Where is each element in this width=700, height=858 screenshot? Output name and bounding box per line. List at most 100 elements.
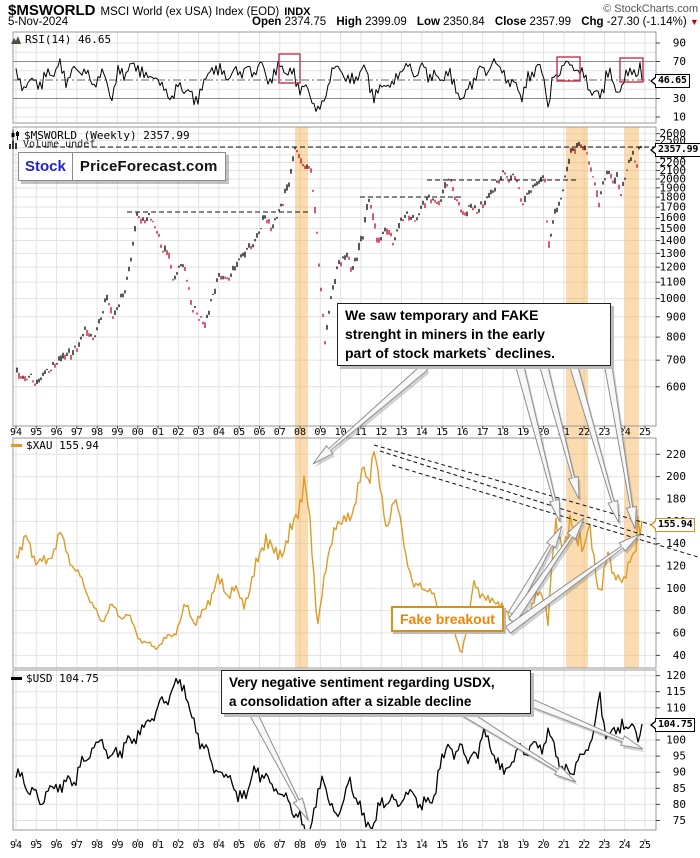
- open-label: Open: [252, 16, 282, 28]
- svg-text:30: 30: [673, 92, 686, 105]
- svg-text:20: 20: [538, 840, 550, 851]
- xau-legend-label: $XAU 155.94: [26, 439, 99, 452]
- svg-text:09: 09: [314, 840, 326, 851]
- usdx-annotation-line2: a consolidation after a sizable decline: [229, 694, 472, 709]
- svg-text:10: 10: [335, 840, 347, 851]
- svg-text:95: 95: [30, 840, 42, 851]
- svg-text:80: 80: [673, 798, 686, 811]
- svg-text:70: 70: [673, 55, 686, 68]
- svg-text:1500: 1500: [660, 222, 687, 235]
- svg-text:99: 99: [111, 840, 123, 851]
- svg-text:200: 200: [666, 470, 686, 483]
- xau-line: [15, 451, 643, 653]
- rsi-line: [15, 58, 643, 112]
- usd-legend-label: $USD 104.75: [26, 672, 99, 685]
- svg-text:2600: 2600: [660, 127, 687, 140]
- chg-value: -27.30 (-1.14%): [606, 16, 687, 28]
- volume-legend-label: Volume undef: [23, 139, 96, 150]
- usd-legend: $USD 104.75: [11, 672, 99, 685]
- chart-header: $MSWORLD MSCI World (ex USA) Index (EOD) I…: [8, 2, 696, 19]
- close-value: 2357.99: [529, 16, 572, 28]
- svg-text:23: 23: [598, 840, 610, 851]
- svg-text:110: 110: [666, 701, 686, 714]
- rsi-indicator-icon: [11, 35, 21, 44]
- svg-text:13: 13: [395, 427, 407, 438]
- svg-text:18: 18: [497, 840, 509, 851]
- svg-text:1800: 1800: [660, 191, 687, 204]
- svg-text:15: 15: [436, 840, 448, 851]
- svg-text:10: 10: [335, 427, 347, 438]
- svg-text:16: 16: [456, 840, 468, 851]
- svg-text:97: 97: [71, 840, 83, 851]
- quote-date: 5-Nov-2024: [8, 16, 69, 28]
- quote-row: 5-Nov-2024 Open 2374.75 High 2399.09 Low…: [8, 16, 699, 29]
- main-panel-border: [12, 126, 657, 427]
- svg-text:12: 12: [375, 840, 387, 851]
- ohlc-values: Open 2374.75 High 2399.09 Low 2350.84 Cl…: [252, 16, 699, 28]
- svg-text:05: 05: [233, 840, 245, 851]
- svg-text:2000: 2000: [660, 172, 687, 185]
- svg-text:17: 17: [477, 427, 489, 438]
- svg-text:18: 18: [497, 427, 509, 438]
- svg-text:16: 16: [456, 427, 468, 438]
- miners-annotation-line3: part of stock markets` declines.: [345, 345, 556, 361]
- xau-value-box: 155.94: [649, 518, 696, 532]
- svg-text:120: 120: [666, 669, 686, 682]
- svg-text:01: 01: [152, 427, 164, 438]
- usdx-annotation-line1: Very negative sentiment regarding USDX,: [229, 675, 495, 690]
- svg-text:22: 22: [578, 840, 590, 851]
- xau-panel-border: [12, 437, 657, 669]
- svg-text:13: 13: [395, 840, 407, 851]
- callout-arrows: [247, 350, 645, 823]
- volume-bars-icon: [9, 141, 17, 149]
- svg-text:80: 80: [673, 604, 686, 617]
- svg-text:03: 03: [193, 840, 205, 851]
- svg-text:2200: 2200: [660, 156, 687, 169]
- svg-text:220: 220: [666, 448, 686, 461]
- svg-text:25: 25: [639, 840, 651, 851]
- svg-text:10: 10: [673, 111, 686, 124]
- svg-text:85: 85: [673, 782, 686, 795]
- down-arrow-icon: ▼: [689, 17, 699, 27]
- svg-text:24: 24: [619, 840, 631, 851]
- svg-text:120: 120: [666, 560, 686, 573]
- svg-text:04: 04: [213, 427, 225, 438]
- svg-text:02: 02: [172, 427, 184, 438]
- stockcharts-credit: © StockCharts.com: [603, 3, 698, 15]
- main-candlesticks: [16, 141, 642, 386]
- svg-text:140: 140: [666, 537, 686, 550]
- stockpriceforecast-logo: Stock PriceForecast.com: [18, 152, 226, 181]
- svg-text:97: 97: [71, 427, 83, 438]
- svg-text:07: 07: [274, 840, 286, 851]
- rsi-legend-label: RSI(14) 46.65: [25, 33, 112, 46]
- ticker-symbol: $MSWORLD: [8, 2, 96, 19]
- svg-text:94: 94: [10, 427, 22, 438]
- dashed-resistance-lines: [28, 146, 699, 558]
- svg-text:96: 96: [51, 427, 63, 438]
- svg-text:1700: 1700: [660, 201, 687, 214]
- svg-text:25: 25: [639, 427, 651, 438]
- usd-line: [15, 677, 643, 829]
- candlestick-icon: [11, 130, 19, 141]
- fake-breakout-label: Fake breakout: [391, 606, 504, 632]
- svg-text:07: 07: [274, 427, 286, 438]
- svg-text:99: 99: [111, 427, 123, 438]
- main-legend: $MSWORLD (Weekly) 2357.99: [11, 129, 190, 142]
- svg-text:06: 06: [253, 840, 265, 851]
- svg-text:60: 60: [673, 627, 686, 640]
- svg-text:1100: 1100: [660, 276, 687, 289]
- svg-text:04: 04: [213, 840, 225, 851]
- svg-text:95: 95: [30, 427, 42, 438]
- close-label: Close: [494, 16, 527, 28]
- logo-part-priceforecast: PriceForecast.com: [79, 158, 218, 175]
- svg-text:03: 03: [193, 427, 205, 438]
- svg-text:06: 06: [253, 427, 265, 438]
- usdx-annotation: Very negative sentiment regarding USDX, …: [221, 670, 531, 714]
- svg-text:14: 14: [416, 427, 428, 438]
- svg-text:96: 96: [51, 840, 63, 851]
- svg-text:600: 600: [666, 380, 686, 393]
- svg-text:1300: 1300: [660, 247, 687, 260]
- svg-text:12: 12: [375, 427, 387, 438]
- svg-text:95: 95: [673, 750, 686, 763]
